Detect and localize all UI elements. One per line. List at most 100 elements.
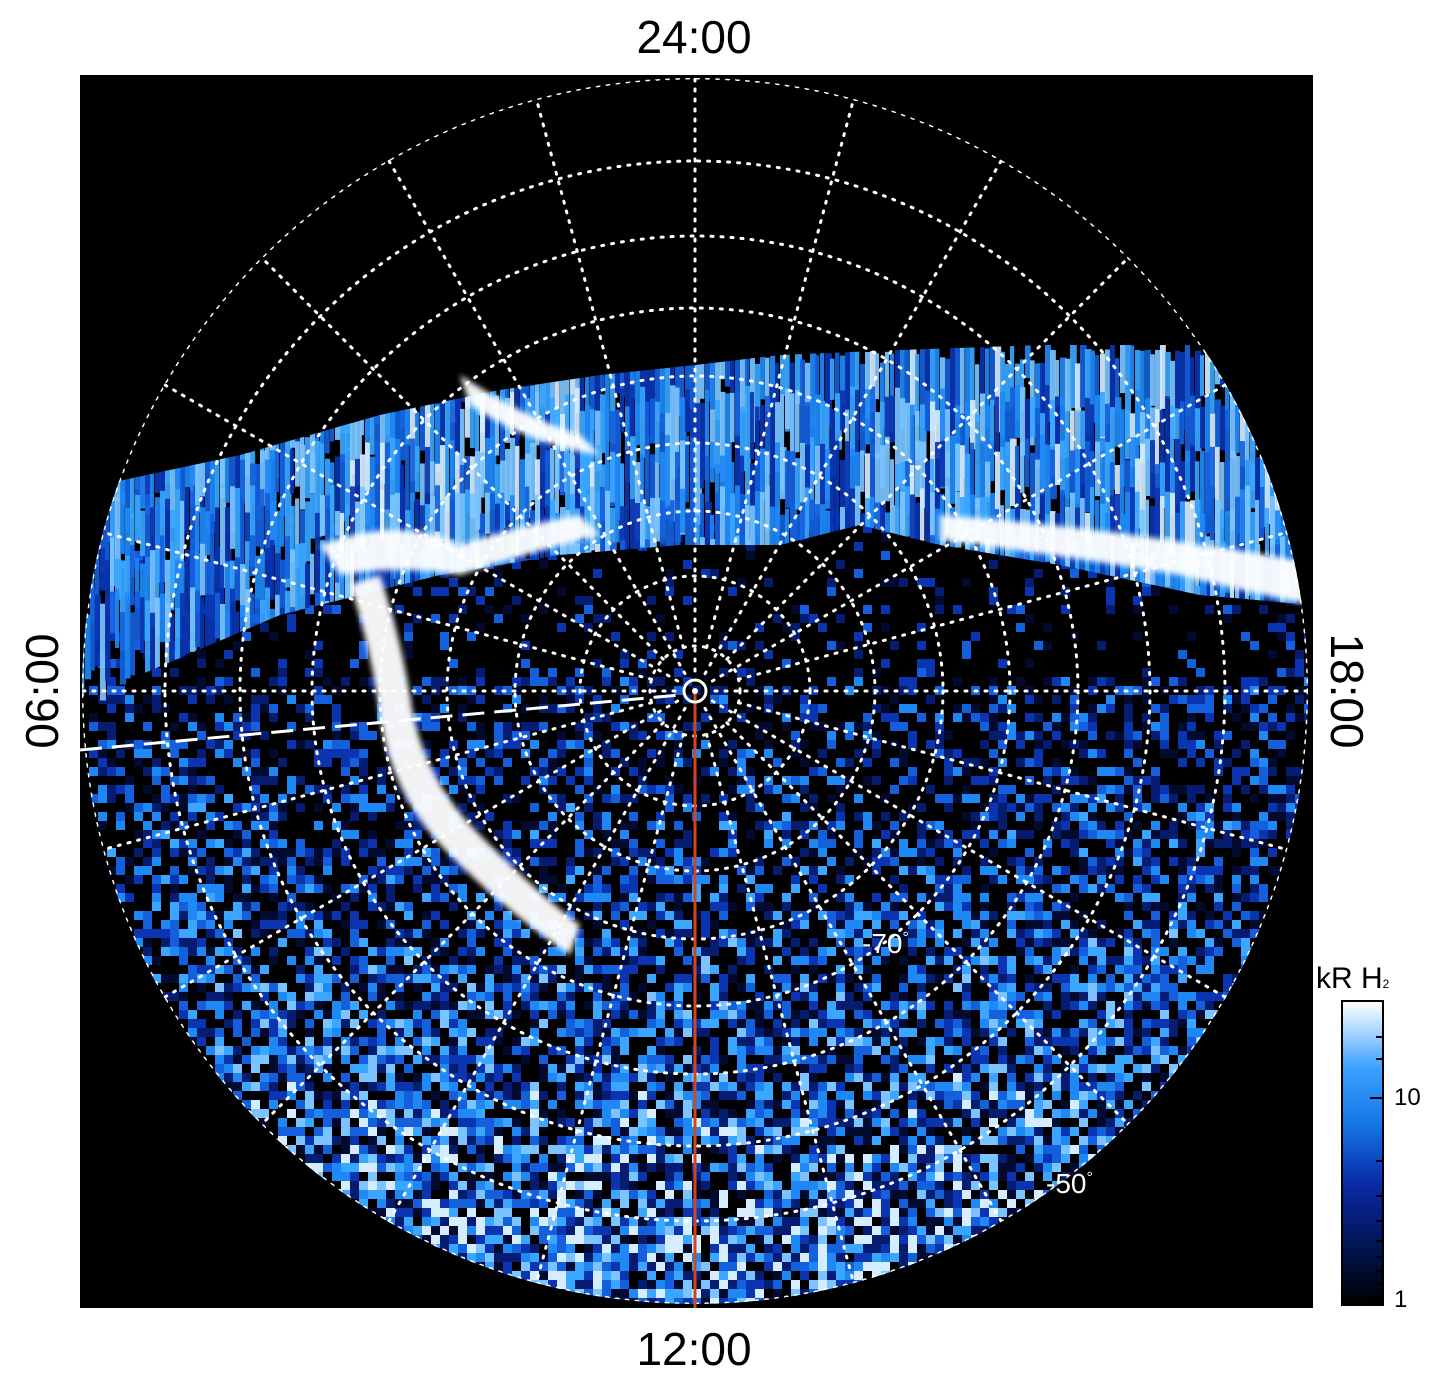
noise-pixel	[359, 1199, 368, 1208]
noise-pixel	[179, 893, 188, 902]
noise-pixel	[359, 767, 368, 776]
noise-pixel	[737, 1253, 746, 1262]
noise-pixel	[953, 983, 962, 992]
noise-pixel	[269, 821, 278, 830]
noise-pixel	[836, 1010, 845, 1019]
noise-pixel	[251, 785, 260, 794]
noise-pixel	[602, 1163, 611, 1172]
noise-pixel	[710, 1253, 719, 1262]
noise-pixel	[575, 1091, 584, 1100]
noise-pixel	[728, 1262, 737, 1271]
noise-pixel	[593, 785, 602, 794]
noise-pixel	[944, 1199, 953, 1208]
noise-pixel	[323, 1163, 332, 1172]
noise-pixel	[674, 1163, 683, 1172]
noise-pixel	[1214, 821, 1223, 830]
noise-pixel	[665, 929, 674, 938]
noise-pixel	[440, 1208, 449, 1217]
noise-pixel	[539, 1190, 548, 1199]
noise-pixel	[233, 974, 242, 983]
noise-pixel	[809, 686, 818, 695]
noise-pixel	[323, 938, 332, 947]
noise-pixel	[314, 686, 323, 695]
noise-pixel	[1196, 902, 1205, 911]
noise-pixel	[1133, 1118, 1142, 1127]
noise-pixel	[584, 1271, 593, 1280]
noise-pixel	[296, 884, 305, 893]
noise-pixel	[620, 1127, 629, 1136]
noise-pixel	[908, 866, 917, 875]
noise-pixel	[710, 1271, 719, 1280]
noise-pixel	[260, 1028, 269, 1037]
noise-pixel	[278, 983, 287, 992]
noise-pixel	[422, 1136, 431, 1145]
noise-pixel	[827, 1001, 836, 1010]
noise-pixel	[1070, 920, 1079, 929]
noise-pixel	[863, 524, 872, 533]
noise-pixel	[422, 992, 431, 1001]
noise-pixel	[620, 1181, 629, 1190]
noise-pixel	[548, 875, 557, 884]
noise-pixel	[422, 929, 431, 938]
noise-pixel	[1151, 821, 1160, 830]
noise-pixel	[1232, 812, 1241, 821]
noise-pixel	[323, 1028, 332, 1037]
noise-pixel	[863, 740, 872, 749]
noise-pixel	[242, 956, 251, 965]
noise-pixel	[1142, 587, 1151, 596]
noise-pixel	[467, 1163, 476, 1172]
noise-pixel	[1007, 704, 1016, 713]
noise-pixel	[1223, 911, 1232, 920]
noise-pixel	[980, 1154, 989, 1163]
noise-pixel	[827, 1190, 836, 1199]
noise-pixel	[602, 1262, 611, 1271]
noise-pixel	[593, 1190, 602, 1199]
noise-pixel	[1106, 1001, 1115, 1010]
noise-pixel	[449, 1001, 458, 1010]
noise-pixel	[881, 1190, 890, 1199]
noise-pixel	[386, 884, 395, 893]
noise-pixel	[917, 920, 926, 929]
noise-pixel	[1115, 1136, 1124, 1145]
noise-pixel	[494, 1235, 503, 1244]
noise-pixel	[1115, 830, 1124, 839]
noise-pixel	[926, 920, 935, 929]
noise-pixel	[242, 857, 251, 866]
noise-pixel	[809, 614, 818, 623]
noise-pixel	[944, 1253, 953, 1262]
noise-pixel	[548, 1064, 557, 1073]
noise-pixel	[917, 1037, 926, 1046]
noise-pixel	[296, 839, 305, 848]
noise-pixel	[935, 1226, 944, 1235]
noise-pixel	[323, 1073, 332, 1082]
noise-pixel	[890, 992, 899, 1001]
noise-pixel	[314, 1127, 323, 1136]
noise-pixel	[845, 1217, 854, 1226]
noise-pixel	[791, 1037, 800, 1046]
noise-pixel	[422, 1181, 431, 1190]
noise-pixel	[251, 794, 260, 803]
noise-pixel	[1025, 1154, 1034, 1163]
noise-pixel	[584, 1190, 593, 1199]
noise-pixel	[845, 920, 854, 929]
noise-pixel	[512, 929, 521, 938]
noise-pixel	[503, 740, 512, 749]
noise-pixel	[350, 731, 359, 740]
noise-pixel	[548, 1262, 557, 1271]
noise-pixel	[710, 1298, 719, 1304]
noise-pixel	[1250, 839, 1259, 848]
noise-pixel	[647, 1136, 656, 1145]
noise-pixel	[431, 974, 440, 983]
noise-pixel	[791, 938, 800, 947]
noise-pixel	[755, 1181, 764, 1190]
noise-pixel	[1160, 1001, 1169, 1010]
noise-pixel	[791, 983, 800, 992]
noise-pixel	[908, 1136, 917, 1145]
noise-pixel	[341, 1001, 350, 1010]
noise-pixel	[368, 1127, 377, 1136]
noise-pixel	[413, 947, 422, 956]
noise-pixel	[1097, 1145, 1106, 1154]
noise-pixel	[467, 1172, 476, 1181]
noise-pixel	[323, 983, 332, 992]
noise-pixel	[593, 1100, 602, 1109]
